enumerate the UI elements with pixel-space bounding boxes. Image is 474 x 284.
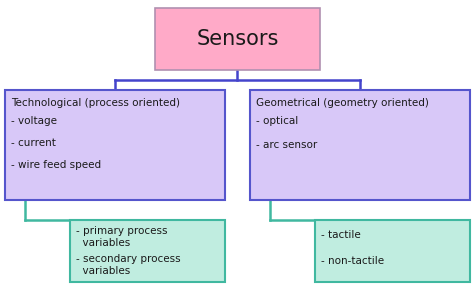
- Text: Geometrical (geometry oriented): Geometrical (geometry oriented): [256, 98, 429, 108]
- Text: - voltage: - voltage: [11, 116, 57, 126]
- Text: - optical: - optical: [256, 116, 298, 126]
- Text: - arc sensor: - arc sensor: [256, 140, 317, 150]
- Text: Sensors: Sensors: [196, 29, 279, 49]
- Text: - tactile: - tactile: [321, 230, 361, 240]
- Text: - secondary process
  variables: - secondary process variables: [76, 254, 181, 275]
- Text: - current: - current: [11, 138, 56, 148]
- Bar: [70, 220, 225, 282]
- Bar: [5, 90, 225, 200]
- Bar: [315, 220, 470, 282]
- Text: - wire feed speed: - wire feed speed: [11, 160, 101, 170]
- Text: - non-tactile: - non-tactile: [321, 256, 384, 266]
- Bar: [155, 8, 320, 70]
- Bar: [250, 90, 470, 200]
- Text: - primary process
  variables: - primary process variables: [76, 226, 167, 248]
- Text: Technological (process oriented): Technological (process oriented): [11, 98, 180, 108]
